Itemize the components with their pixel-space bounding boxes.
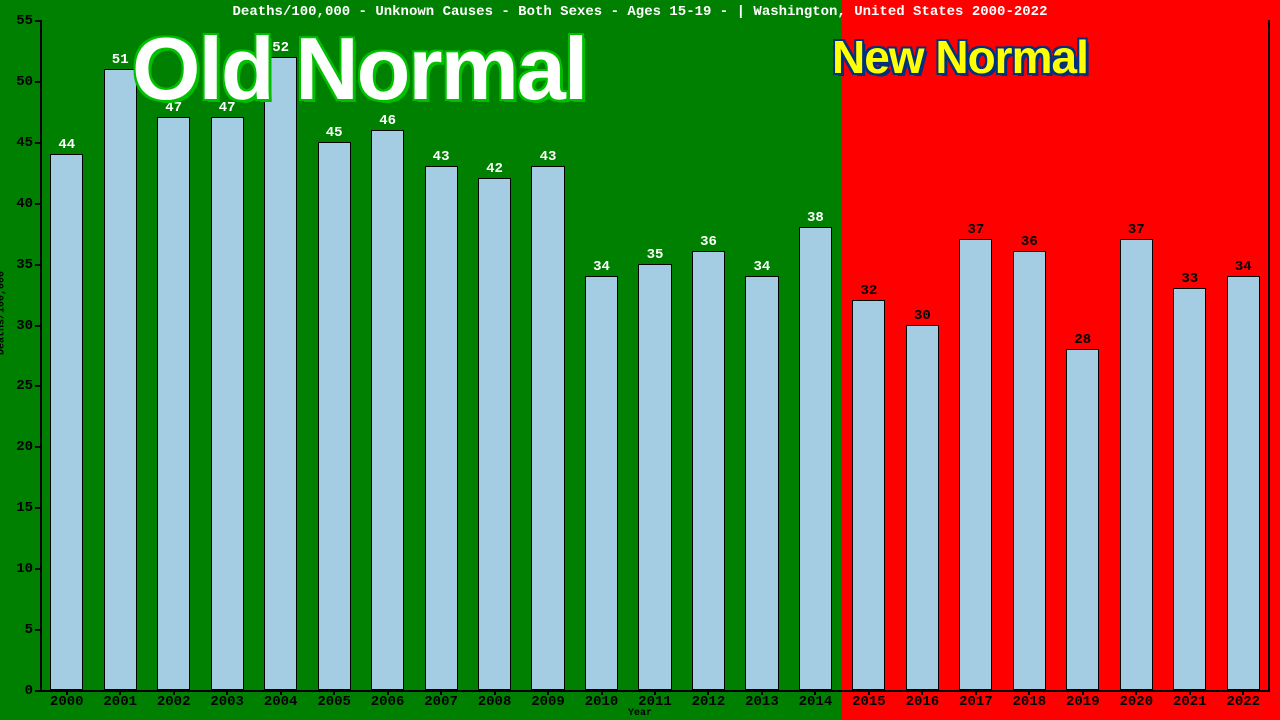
bar-value-label: 32 <box>842 283 895 299</box>
bar <box>211 117 244 690</box>
bar-value-label: 35 <box>628 247 681 263</box>
bar-value-label: 33 <box>1163 271 1216 287</box>
y-tick-label: 50 <box>16 74 33 90</box>
bar <box>531 166 564 690</box>
x-tick-label: 2009 <box>521 694 574 710</box>
bar <box>157 117 190 690</box>
y-tick-label: 20 <box>16 439 33 455</box>
y-tick-label: 15 <box>16 500 33 516</box>
x-tick-label: 2016 <box>896 694 949 710</box>
bar <box>1173 288 1206 690</box>
y-tick-label: 40 <box>16 196 33 212</box>
y-tick-mark <box>35 203 40 205</box>
x-tick-label: 2000 <box>40 694 93 710</box>
x-tick-label: 2015 <box>842 694 895 710</box>
bar-value-label: 34 <box>575 259 628 275</box>
bar <box>104 69 137 690</box>
bar <box>318 142 351 690</box>
bar <box>425 166 458 690</box>
bar-value-label: 42 <box>468 161 521 177</box>
bar-value-label: 34 <box>735 259 788 275</box>
x-tick-label: 2010 <box>575 694 628 710</box>
y-axis-line-right <box>1268 20 1270 690</box>
bar-value-label: 28 <box>1056 332 1109 348</box>
y-tick-label: 35 <box>16 257 33 273</box>
y-tick-mark <box>35 568 40 570</box>
y-tick-label: 45 <box>16 135 33 151</box>
bar <box>799 227 832 690</box>
overlay-new-normal: New Normal <box>832 30 1088 84</box>
y-tick-label: 30 <box>16 318 33 334</box>
bar <box>264 57 297 690</box>
bar <box>692 251 725 690</box>
x-tick-label: 2003 <box>200 694 253 710</box>
y-tick-label: 25 <box>16 378 33 394</box>
x-tick-label: 2011 <box>628 694 681 710</box>
bar <box>585 276 618 690</box>
bar-value-label: 34 <box>1217 259 1270 275</box>
x-tick-label: 2019 <box>1056 694 1109 710</box>
chart-stage: Deaths/100,000 - Unknown Causes - Both S… <box>0 0 1280 720</box>
bar <box>906 325 939 690</box>
bar <box>1013 251 1046 690</box>
x-tick-label: 2008 <box>468 694 521 710</box>
bar-value-label: 45 <box>307 125 360 141</box>
y-tick-mark <box>35 507 40 509</box>
bar <box>852 300 885 690</box>
x-tick-label: 2004 <box>254 694 307 710</box>
x-tick-label: 2005 <box>307 694 360 710</box>
y-axis-label: Deaths/100,000 <box>0 271 8 355</box>
x-tick-label: 2014 <box>789 694 842 710</box>
bar <box>478 178 511 690</box>
x-tick-label: 2018 <box>1003 694 1056 710</box>
y-tick-label: 10 <box>16 561 33 577</box>
x-tick-label: 2007 <box>414 694 467 710</box>
bar <box>371 130 404 690</box>
x-tick-label: 2002 <box>147 694 200 710</box>
bar-value-label: 36 <box>1003 234 1056 250</box>
x-tick-label: 2006 <box>361 694 414 710</box>
bar-value-label: 44 <box>40 137 93 153</box>
bar-value-label: 37 <box>1110 222 1163 238</box>
bar-value-label: 36 <box>682 234 735 250</box>
y-tick-label: 0 <box>25 683 33 699</box>
y-tick-label: 55 <box>16 13 33 29</box>
x-tick-label: 2013 <box>735 694 788 710</box>
y-tick-mark <box>35 629 40 631</box>
bar-value-label: 43 <box>414 149 467 165</box>
y-axis-line <box>40 20 42 690</box>
bar-value-label: 43 <box>521 149 574 165</box>
bar-value-label: 38 <box>789 210 842 226</box>
overlay-old-normal: Old Normal <box>132 18 586 120</box>
bar <box>745 276 778 690</box>
x-tick-label: 2001 <box>93 694 146 710</box>
x-tick-label: 2012 <box>682 694 735 710</box>
x-tick-label: 2021 <box>1163 694 1216 710</box>
y-tick-mark <box>35 81 40 83</box>
y-tick-mark <box>35 446 40 448</box>
y-tick-mark <box>35 385 40 387</box>
y-tick-mark <box>35 690 40 692</box>
y-tick-mark <box>35 264 40 266</box>
bar <box>638 264 671 690</box>
bar <box>1227 276 1260 690</box>
bar <box>959 239 992 690</box>
y-tick-label: 5 <box>25 622 33 638</box>
bar <box>1120 239 1153 690</box>
bar <box>50 154 83 690</box>
bar-value-label: 30 <box>896 308 949 324</box>
x-tick-label: 2020 <box>1110 694 1163 710</box>
bar-value-label: 37 <box>949 222 1002 238</box>
y-tick-mark <box>35 325 40 327</box>
y-tick-mark <box>35 20 40 22</box>
bar <box>1066 349 1099 690</box>
x-tick-label: 2017 <box>949 694 1002 710</box>
x-tick-label: 2022 <box>1217 694 1270 710</box>
